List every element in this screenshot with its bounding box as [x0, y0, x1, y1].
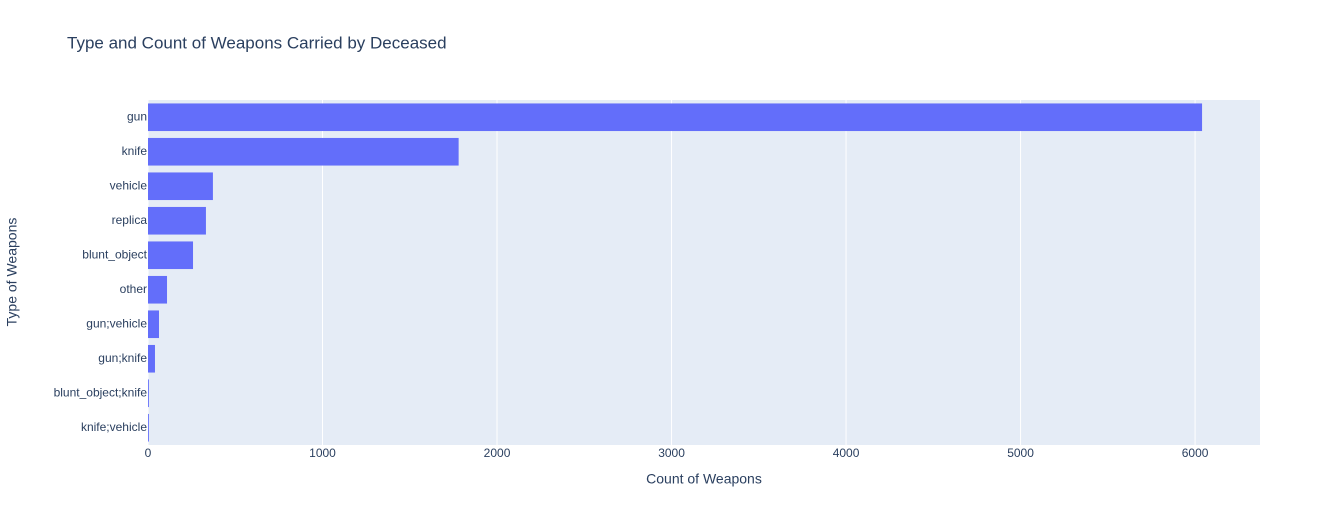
y-tick-label: gun;knife	[98, 351, 147, 365]
y-tick-label: gun	[127, 109, 147, 123]
bar	[148, 275, 168, 304]
x-tick-label: 1000	[309, 446, 336, 460]
bar	[148, 172, 213, 201]
bar	[148, 310, 159, 339]
y-tick-label: knife;vehicle	[81, 420, 147, 434]
y-axis-title: Type of Weapons	[4, 218, 20, 327]
x-tick-label: 4000	[833, 446, 860, 460]
bar	[148, 206, 206, 235]
x-tick-label: 6000	[1182, 446, 1209, 460]
x-tick-label: 3000	[658, 446, 685, 460]
y-tick-label: blunt_object	[82, 247, 147, 261]
y-tick-label: vehicle	[110, 178, 148, 192]
bar	[148, 344, 155, 373]
x-tick-label: 2000	[484, 446, 511, 460]
bar	[148, 413, 149, 442]
y-tick-label: gun;vehicle	[86, 316, 147, 330]
x-axis-title: Count of Weapons	[646, 471, 762, 487]
x-tick-label: 0	[145, 446, 152, 460]
bar	[148, 103, 1203, 132]
y-tick-label: knife	[122, 144, 148, 158]
y-tick-label: other	[120, 282, 147, 296]
bar	[148, 379, 149, 408]
bar	[148, 241, 194, 270]
bar	[148, 137, 459, 166]
x-tick-label: 5000	[1007, 446, 1034, 460]
chart-title: Type and Count of Weapons Carried by Dec…	[67, 33, 447, 52]
y-tick-label: replica	[112, 213, 148, 227]
y-tick-label: blunt_object;knife	[54, 385, 148, 399]
